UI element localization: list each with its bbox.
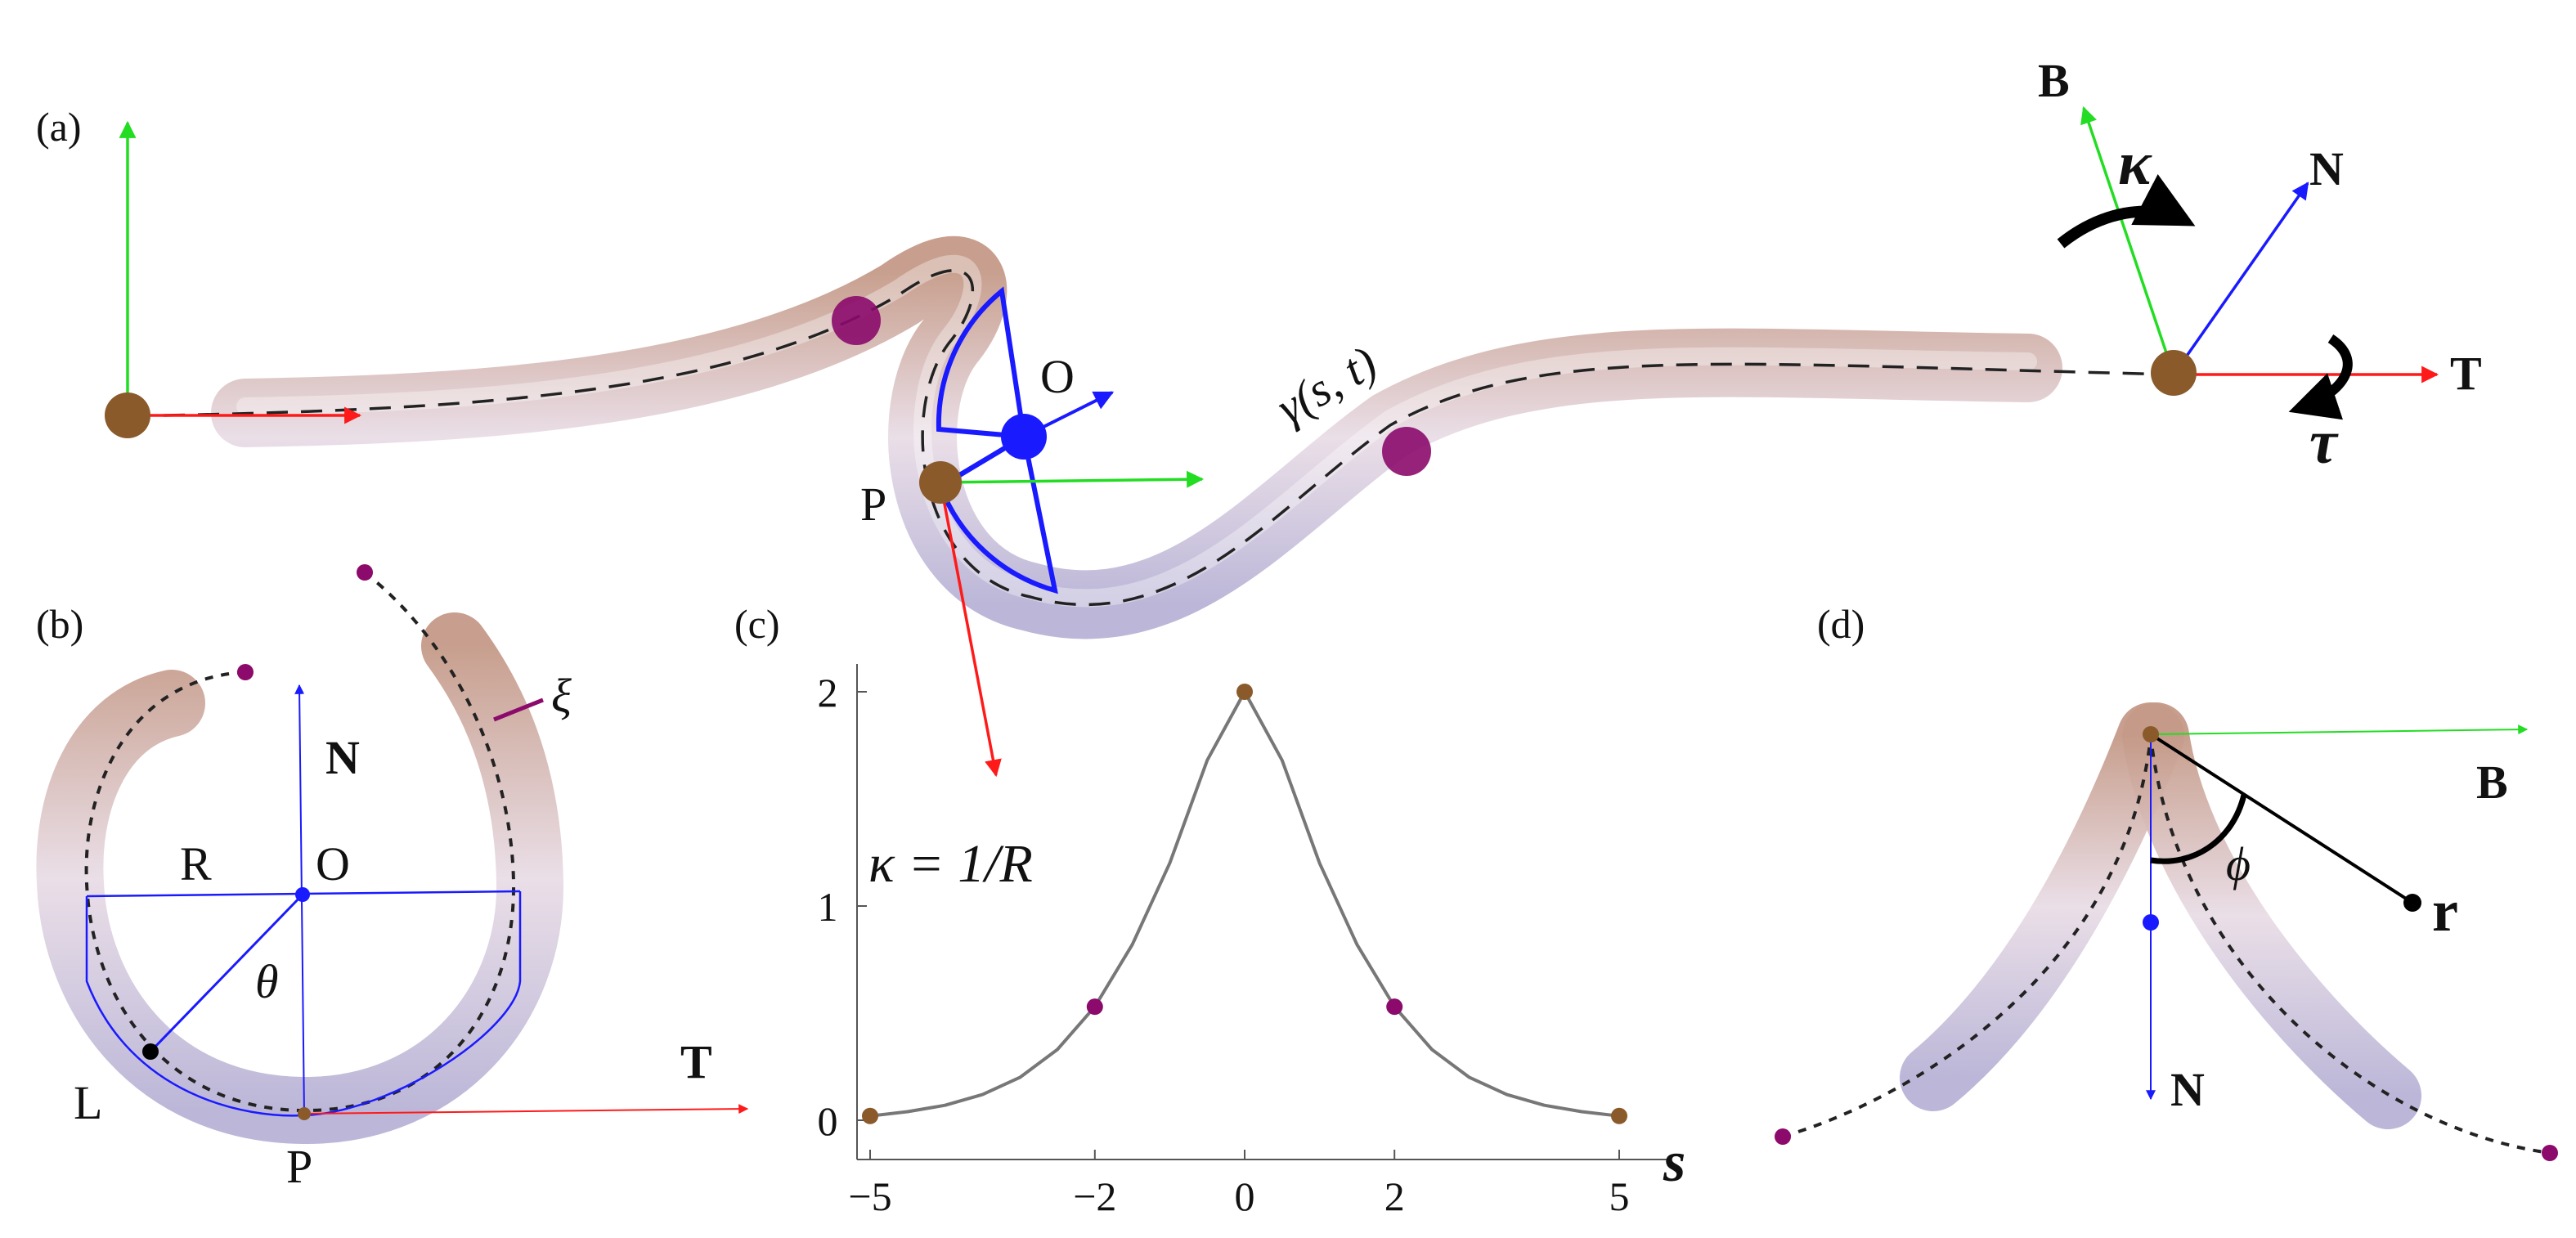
equation-c: κ = 1/R	[868, 834, 1033, 894]
label-O-b: O	[316, 837, 350, 890]
end-dot-d1	[1775, 1128, 1791, 1145]
data-point	[1611, 1107, 1627, 1124]
panel-label-a: (a)	[36, 104, 82, 150]
r-vector	[2149, 733, 2414, 904]
B-axis-d	[2152, 724, 2529, 735]
B-axis	[2080, 106, 2175, 375]
tube-a-highlight	[236, 254, 2037, 608]
end-dot-d2	[2542, 1145, 2558, 1161]
x-tick-label: 0	[1235, 1173, 1255, 1219]
y-tick-label: 2	[818, 670, 838, 715]
x-tick-label: 2	[1384, 1173, 1405, 1219]
label-T-b: T	[680, 1035, 712, 1088]
red-arrow-P	[939, 482, 1002, 778]
label-r-d: r	[2432, 878, 2458, 944]
label-T-a: T	[2450, 347, 2482, 400]
label-N-a: N	[2309, 142, 2344, 195]
data-point	[1086, 998, 1103, 1016]
label-O-a: O	[1040, 350, 1075, 403]
tube-a	[211, 235, 2062, 639]
label-L-b: L	[74, 1076, 102, 1129]
point-blue-d	[2143, 914, 2159, 931]
tube-d-right	[2122, 702, 2421, 1129]
center-O-b	[295, 887, 310, 902]
y-tick-label: 0	[818, 1098, 838, 1144]
label-phi-d: ϕ	[2226, 837, 2251, 890]
N-axis	[2172, 182, 2309, 376]
y-tick-label: 1	[818, 884, 838, 930]
panel-label-d: (d)	[1817, 601, 1865, 647]
end-dot-b2	[357, 564, 373, 581]
endpoint-left-a	[105, 392, 150, 438]
panel-label-b: (b)	[36, 601, 83, 647]
label-N-b: N	[325, 731, 360, 784]
point-P-b	[298, 1107, 311, 1120]
x-tick-label: −2	[1073, 1173, 1116, 1219]
label-P-b: P	[286, 1140, 312, 1193]
torsion-arrow	[2288, 334, 2353, 420]
tube-d-left	[1900, 702, 2184, 1111]
data-point	[862, 1107, 878, 1124]
xi-marker	[493, 697, 544, 722]
label-P-a: P	[860, 478, 886, 531]
osculating-sector	[936, 286, 1027, 440]
point-P-a	[919, 461, 962, 504]
x-tick-label: −5	[848, 1173, 891, 1219]
point-L-b	[142, 1043, 159, 1060]
point-top-d	[2143, 726, 2159, 742]
center-O	[1001, 414, 1047, 460]
curvature-chart: s −5 −2 0 2 5 0 1 2	[818, 664, 1685, 1219]
data-point	[1236, 684, 1253, 700]
label-B-a: B	[2038, 54, 2070, 107]
label-tau-a: τ	[2309, 408, 2339, 477]
label-xi-b: ξ	[551, 669, 572, 722]
curvature-line	[869, 690, 1620, 1118]
label-R-b: R	[180, 837, 212, 890]
label-B-d: B	[2476, 756, 2508, 809]
x-axis-label: s	[1663, 1131, 1685, 1194]
point-r-d	[2403, 894, 2421, 912]
panel-label-c: (c)	[734, 601, 780, 647]
green-arrow-P	[940, 470, 1205, 488]
curvature-arrow	[2057, 174, 2196, 249]
phi-arc	[2150, 794, 2247, 864]
label-N-d: N	[2170, 1063, 2205, 1116]
endpoint-right-a	[2151, 350, 2197, 396]
label-kappa-a: κ	[2118, 129, 2152, 198]
data-point	[1386, 998, 1403, 1016]
label-theta-b: θ	[255, 955, 279, 1008]
bead-1-a	[832, 296, 881, 345]
x-tick-label: 5	[1609, 1173, 1630, 1219]
T-axis-b	[303, 1104, 749, 1115]
bead-2-a	[1382, 427, 1431, 476]
radius-b	[149, 893, 304, 1053]
end-dot-b1	[237, 664, 254, 680]
